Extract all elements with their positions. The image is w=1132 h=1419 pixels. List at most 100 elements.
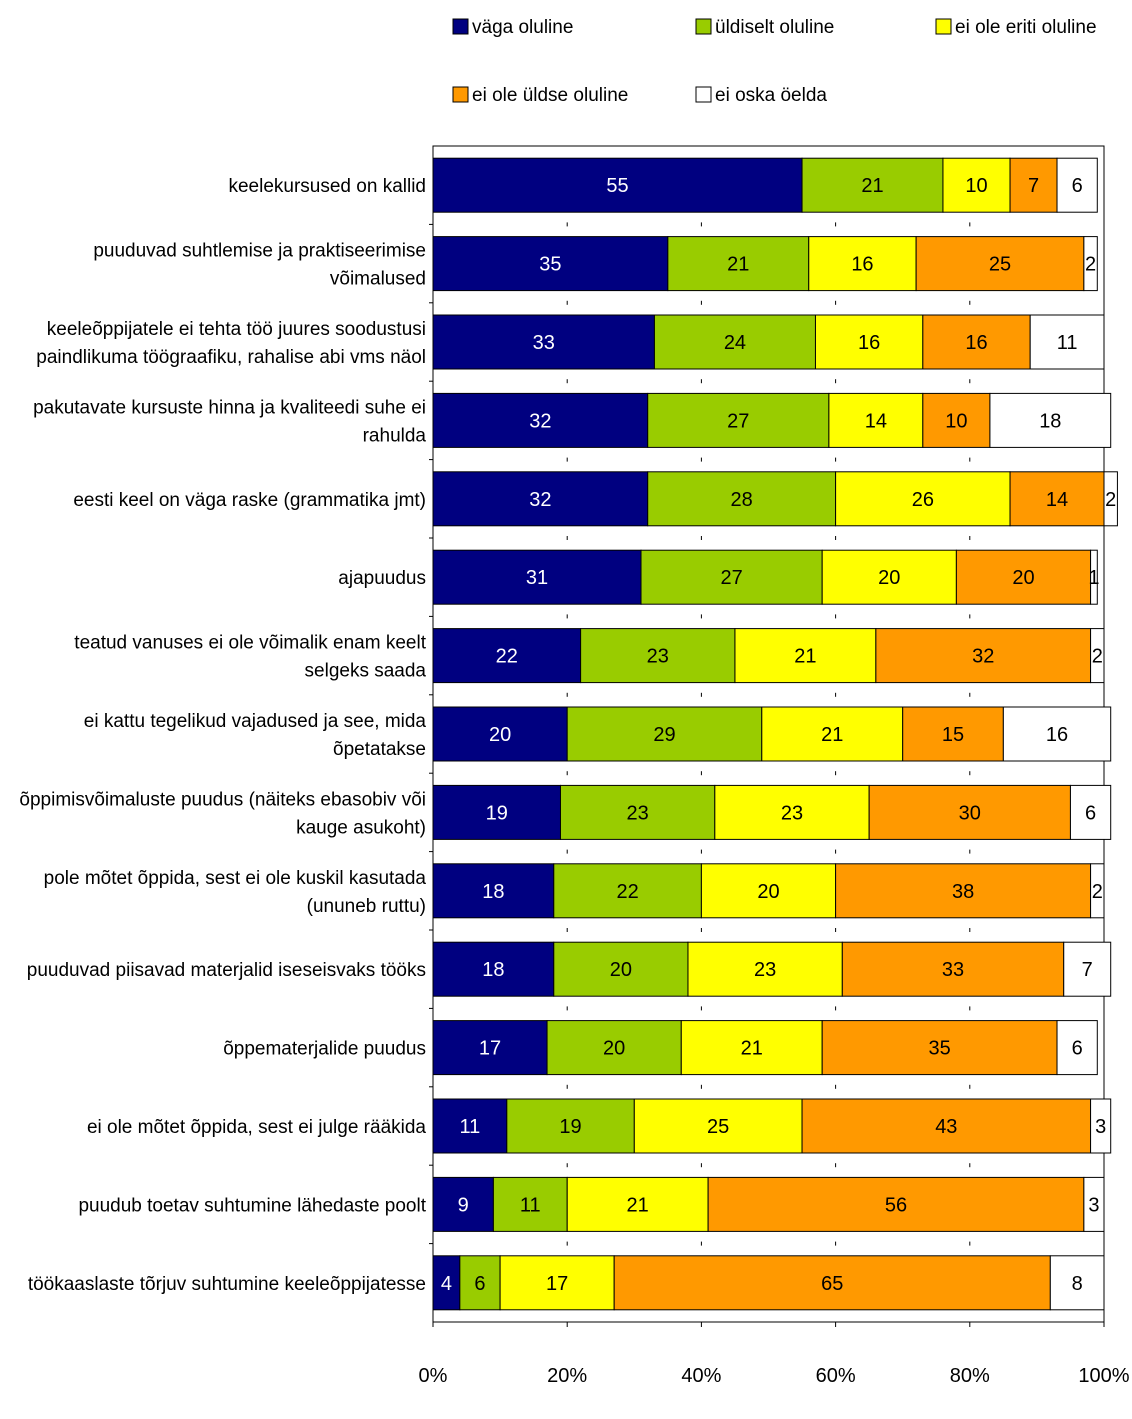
bar-segment — [432, 471, 649, 527]
bar-segment — [875, 628, 1092, 684]
data-label: 20 — [757, 881, 779, 903]
legend-swatch — [452, 86, 469, 103]
data-label: 25 — [989, 254, 1011, 276]
bar-segment — [653, 314, 816, 370]
bar-segment — [432, 236, 669, 292]
category-label: keelekursused on kallid — [228, 176, 426, 197]
data-label: 24 — [724, 332, 746, 354]
bar-segment — [841, 941, 1065, 997]
bar-segment — [432, 1020, 548, 1076]
bar-segment — [432, 784, 561, 840]
data-label: 18 — [482, 959, 504, 981]
data-label: 18 — [482, 881, 504, 903]
data-label: 22 — [616, 881, 638, 903]
data-label: 16 — [851, 254, 873, 276]
category-label: kauge asukoht) — [296, 817, 426, 838]
data-label: 14 — [1046, 489, 1068, 511]
bar-segment — [1029, 314, 1105, 370]
bar-segment — [707, 1176, 1085, 1232]
data-label: 33 — [533, 332, 555, 354]
data-label: 17 — [546, 1273, 568, 1295]
data-label: 16 — [1046, 724, 1068, 746]
bar-segment — [902, 706, 1004, 762]
bar-segment — [922, 314, 1031, 370]
bar-segment — [1063, 941, 1112, 997]
data-label: 6 — [1072, 1038, 1083, 1060]
category-label: võimalused — [330, 269, 426, 290]
bar-segment — [835, 471, 1011, 527]
data-label: 38 — [952, 881, 974, 903]
data-label: 28 — [731, 489, 753, 511]
data-label: 25 — [707, 1116, 729, 1138]
category-label: (ununeb ruttu) — [307, 896, 426, 917]
data-label: 19 — [486, 802, 508, 824]
legend-swatch — [695, 18, 712, 35]
data-label: 21 — [821, 724, 843, 746]
data-label: 55 — [606, 175, 628, 197]
x-tick-label: 80% — [950, 1365, 990, 1387]
category-label: teatud vanuses ei ole võimalik enam keel… — [74, 633, 426, 654]
data-label: 35 — [539, 254, 561, 276]
data-label: 2 — [1085, 254, 1096, 276]
category-label: õpetatakse — [333, 739, 426, 760]
category-label: paindlikuma töögraafiku, rahalise abi vm… — [36, 347, 426, 368]
data-label: 9 — [458, 1194, 469, 1216]
x-tick-label: 0% — [419, 1365, 448, 1387]
bar-segment — [432, 157, 803, 213]
bar-segment — [835, 863, 1092, 919]
data-label: 3 — [1088, 1194, 1099, 1216]
data-label: 3 — [1095, 1116, 1106, 1138]
data-label: 23 — [627, 802, 649, 824]
category-label: pakutavate kursuste hinna ja kvaliteedi … — [33, 397, 426, 418]
bar-segment — [432, 706, 568, 762]
bar-segment — [432, 314, 655, 370]
bar-segment — [734, 628, 877, 684]
bar-segment — [566, 1176, 709, 1232]
category-label: pole mõtet õppida, sest ei ole kuskil ka… — [44, 868, 427, 889]
x-tick-label: 40% — [681, 1365, 721, 1387]
bar-segment — [492, 1176, 568, 1232]
bar-segment — [1090, 1098, 1112, 1154]
bar-segment — [667, 236, 810, 292]
bar-segment — [1009, 471, 1105, 527]
bar-segment — [432, 1176, 494, 1232]
bar-segment — [922, 392, 991, 448]
category-label: töökaaslaste tõrjuv suhtumine keeleõppij… — [28, 1274, 426, 1295]
data-label: 2 — [1092, 881, 1103, 903]
bar-segment — [801, 1098, 1092, 1154]
bar-segment — [1090, 863, 1105, 919]
bar-segment — [647, 392, 830, 448]
data-label: 27 — [727, 410, 749, 432]
data-label: 33 — [942, 959, 964, 981]
data-label: 35 — [928, 1038, 950, 1060]
category-label: selgeks saada — [305, 661, 427, 682]
bar-segment — [1049, 1255, 1105, 1311]
bar-segment — [814, 314, 924, 370]
data-label: 18 — [1039, 410, 1061, 432]
bar-segment — [580, 628, 736, 684]
data-label: 22 — [496, 646, 518, 668]
bar-segment — [546, 1020, 682, 1076]
bar-segment — [1103, 471, 1118, 527]
data-label: 20 — [489, 724, 511, 746]
data-label: 20 — [1012, 567, 1034, 589]
data-label: 16 — [965, 332, 987, 354]
data-label: 2 — [1092, 646, 1103, 668]
data-label: 20 — [610, 959, 632, 981]
bar-segment — [499, 1255, 615, 1311]
category-label: õppimisvõimaluste puudus (näiteks ebasob… — [19, 789, 426, 810]
bar-segment — [801, 157, 944, 213]
bar-segment — [687, 941, 843, 997]
bar-segment — [1002, 706, 1112, 762]
bar-segment — [680, 1020, 823, 1076]
data-label: 21 — [861, 175, 883, 197]
bar-segment — [1090, 549, 1098, 605]
bar-segment — [1056, 1020, 1098, 1076]
data-label: 19 — [559, 1116, 581, 1138]
data-label: 2 — [1105, 489, 1116, 511]
bar-segment — [432, 941, 555, 997]
data-label: 21 — [627, 1194, 649, 1216]
data-label: 29 — [653, 724, 675, 746]
bar-segment — [808, 236, 917, 292]
